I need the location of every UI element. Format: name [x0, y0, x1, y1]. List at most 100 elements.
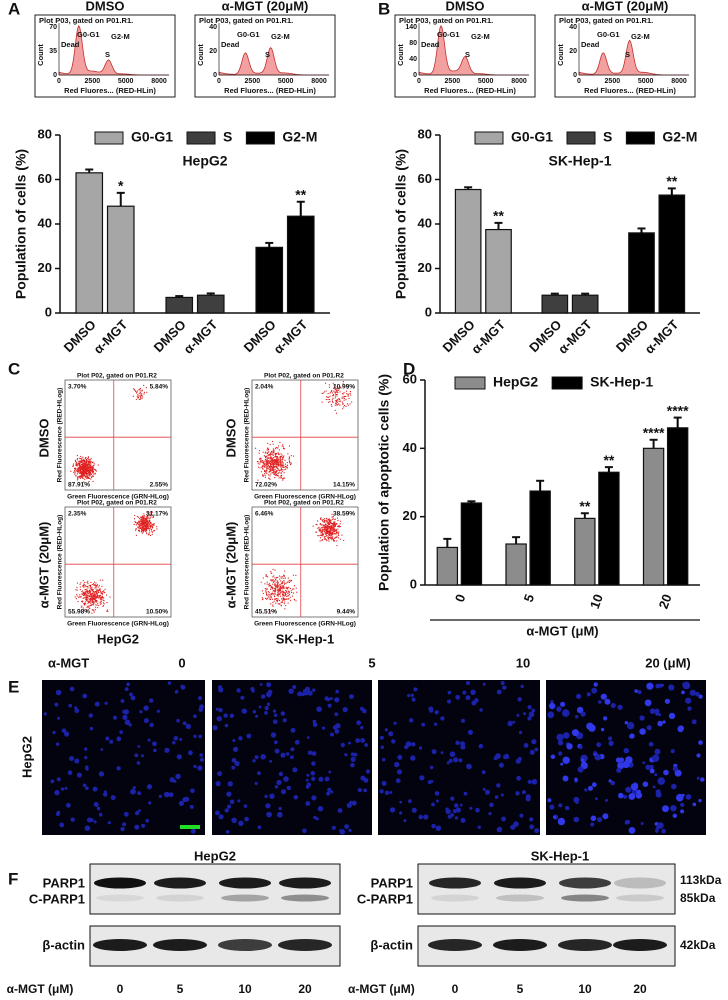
event-dot	[74, 473, 76, 475]
event-dot	[78, 470, 80, 472]
event-dot	[87, 471, 89, 473]
nucleus	[418, 746, 423, 750]
nucleus	[557, 817, 566, 826]
event-dot	[270, 464, 272, 466]
x-tick-label: 5000	[638, 78, 654, 85]
event-dot	[86, 590, 88, 592]
event-dot	[88, 462, 90, 464]
nucleus	[229, 713, 235, 718]
event-dot	[334, 530, 336, 532]
event-dot	[82, 590, 84, 592]
nucleus	[465, 695, 471, 701]
event-dot	[342, 408, 344, 410]
nucleus	[147, 738, 151, 742]
event-dot	[88, 463, 90, 465]
event-dot	[95, 600, 97, 602]
nucleus	[244, 816, 249, 822]
nucleus	[556, 706, 562, 712]
event-dot	[98, 591, 100, 593]
nucleus	[447, 690, 452, 695]
event-dot	[287, 581, 289, 583]
panel-letter: C	[8, 359, 20, 378]
quadrant-label: 38.59%	[333, 511, 355, 518]
event-dot	[153, 530, 155, 532]
event-dot	[288, 445, 290, 447]
event-dot	[275, 584, 277, 586]
event-dot	[76, 477, 78, 479]
y-tick-label: 20	[403, 508, 417, 523]
nucleus	[549, 702, 556, 710]
event-dot	[265, 463, 267, 465]
event-dot	[321, 392, 323, 394]
event-dot	[323, 526, 325, 528]
event-dot	[139, 518, 141, 520]
lane-label: 0	[452, 982, 459, 996]
nucleus	[255, 714, 259, 718]
event-dot	[275, 462, 277, 464]
event-dot	[265, 591, 267, 593]
nucleus	[288, 688, 294, 694]
event-dot	[331, 531, 333, 533]
event-dot	[280, 466, 282, 468]
event-dot	[331, 537, 333, 539]
event-dot	[288, 598, 290, 600]
event-dot	[332, 394, 334, 396]
event-dot	[277, 600, 279, 602]
nucleus	[143, 705, 149, 711]
event-dot	[270, 603, 272, 605]
event-dot	[145, 522, 147, 524]
event-dot	[144, 518, 146, 520]
quadrant-label: 2.55%	[150, 482, 169, 489]
event-dot	[277, 583, 279, 585]
event-dot	[268, 466, 270, 468]
lane-label: 10	[238, 982, 252, 996]
event-dot	[344, 404, 346, 406]
event-dot	[94, 584, 96, 586]
event-dot	[136, 392, 138, 394]
event-dot	[88, 605, 90, 607]
event-dot	[279, 470, 281, 472]
event-dot	[272, 579, 274, 581]
event-dot	[88, 469, 90, 471]
event-dot	[94, 600, 96, 602]
blot-title: SK-Hep-1	[531, 848, 590, 863]
event-dot	[143, 520, 145, 522]
event-dot	[279, 461, 281, 463]
protein-label: PARP1	[371, 875, 413, 890]
event-dot	[267, 576, 269, 578]
lane-label: 20	[298, 982, 312, 996]
event-dot	[272, 604, 274, 606]
event-dot	[136, 395, 138, 397]
nucleus	[212, 725, 218, 731]
nucleus	[224, 723, 229, 728]
event-dot	[280, 464, 282, 466]
event-dot	[88, 473, 90, 475]
event-dot	[278, 591, 280, 593]
event-dot	[96, 596, 98, 598]
event-dot	[338, 400, 340, 402]
event-dot	[90, 581, 92, 583]
y-tick-label: 40	[569, 24, 577, 31]
event-dot	[277, 585, 279, 587]
event-dot	[77, 471, 79, 473]
band	[218, 939, 272, 951]
event-dot	[270, 473, 272, 475]
legend-label: G0-G1	[131, 129, 173, 145]
event-dot	[265, 464, 267, 466]
nucleus	[61, 728, 67, 733]
nucleus	[116, 736, 122, 742]
y-tick-label: 0	[425, 304, 432, 319]
event-dot	[140, 525, 142, 527]
nucleus	[556, 733, 564, 741]
band	[428, 939, 482, 951]
event-dot	[85, 610, 87, 612]
nucleus	[489, 802, 494, 808]
event-dot	[333, 522, 335, 524]
nucleus	[199, 704, 205, 710]
event-dot	[147, 527, 149, 529]
bar	[598, 471, 620, 586]
event-dot	[261, 590, 263, 592]
event-dot	[324, 520, 326, 522]
nucleus	[294, 739, 300, 745]
event-dot	[83, 459, 85, 461]
